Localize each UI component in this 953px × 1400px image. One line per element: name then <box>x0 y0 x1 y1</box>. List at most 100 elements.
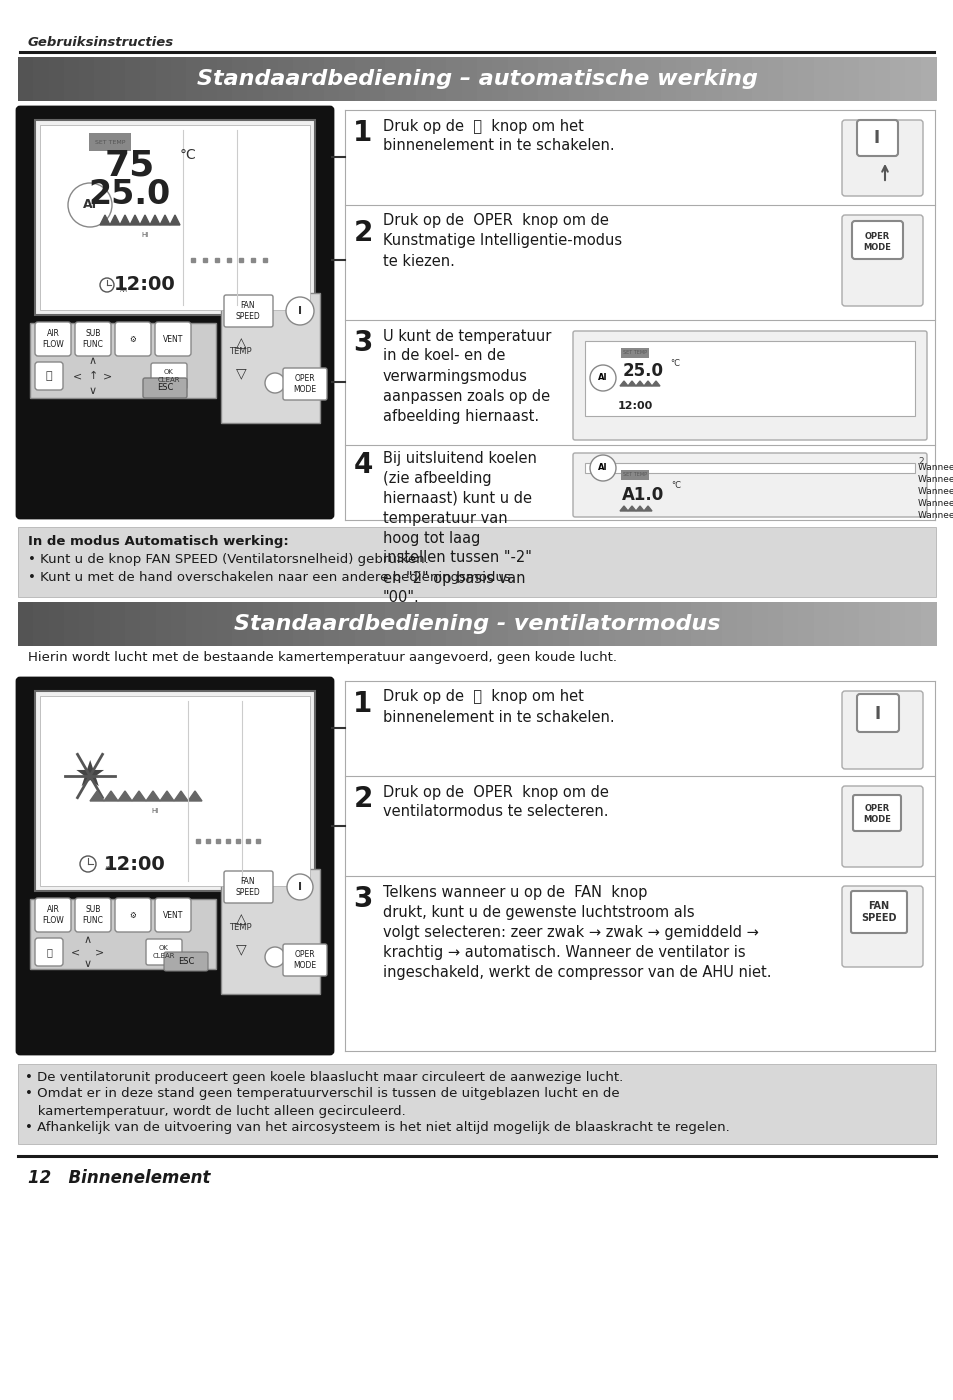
Text: TEMP: TEMP <box>229 923 252 931</box>
Bar <box>186 57 202 101</box>
Bar <box>752 602 768 645</box>
Text: °C: °C <box>670 480 680 490</box>
Bar <box>40 125 310 309</box>
Bar <box>598 57 615 101</box>
Text: "00".: "00". <box>382 591 419 605</box>
Bar <box>904 602 921 645</box>
Bar <box>64 602 80 645</box>
Bar <box>813 602 829 645</box>
Text: I: I <box>297 307 302 316</box>
Bar <box>476 57 493 101</box>
FancyBboxPatch shape <box>573 330 926 440</box>
Bar <box>18 526 935 596</box>
Text: Druk op de  ⓘ  knop om het: Druk op de ⓘ knop om het <box>382 119 583 133</box>
Bar <box>355 602 371 645</box>
Bar <box>416 57 432 101</box>
Text: in de koel- en de: in de koel- en de <box>382 349 505 364</box>
Bar <box>309 57 325 101</box>
Bar <box>843 602 860 645</box>
Bar <box>339 602 355 645</box>
Bar <box>584 342 914 416</box>
FancyBboxPatch shape <box>17 678 333 1054</box>
Text: OK
CLEAR: OK CLEAR <box>152 945 175 959</box>
Bar <box>35 120 314 315</box>
Bar <box>79 57 95 101</box>
FancyBboxPatch shape <box>35 322 71 356</box>
Text: 2: 2 <box>353 785 373 813</box>
Bar <box>35 692 314 890</box>
FancyBboxPatch shape <box>75 897 111 932</box>
FancyBboxPatch shape <box>283 368 327 400</box>
Text: 12:00: 12:00 <box>617 400 652 412</box>
Text: en "2" op basis van: en "2" op basis van <box>382 571 525 585</box>
Bar <box>507 602 523 645</box>
Bar <box>370 602 386 645</box>
Bar <box>201 602 217 645</box>
Bar <box>140 57 156 101</box>
Text: temperatuur van: temperatuur van <box>382 511 507 525</box>
Text: Druk op de  ⓘ  knop om het: Druk op de ⓘ knop om het <box>382 690 583 704</box>
Bar <box>721 602 738 645</box>
Text: <: < <box>71 946 81 958</box>
Text: • De ventilatorunit produceert geen koele blaaslucht maar circuleert de aanwezig: • De ventilatorunit produceert geen koel… <box>25 1071 622 1084</box>
Text: OPER
MODE: OPER MODE <box>862 804 890 823</box>
Circle shape <box>265 946 285 967</box>
Bar <box>324 602 340 645</box>
Text: binnenelement in te schakelen.: binnenelement in te schakelen. <box>382 710 614 725</box>
FancyBboxPatch shape <box>35 897 71 932</box>
Text: 1: 1 <box>353 690 373 718</box>
Bar <box>309 602 325 645</box>
Text: Druk op de  OPER  knop om de: Druk op de OPER knop om de <box>382 784 608 799</box>
Text: 1: 1 <box>353 119 373 147</box>
Text: 75: 75 <box>105 148 155 182</box>
FancyBboxPatch shape <box>852 795 900 832</box>
Text: te kiezen.: te kiezen. <box>382 253 455 269</box>
Polygon shape <box>627 505 636 511</box>
Text: 2: 2 <box>353 218 373 246</box>
Text: In de modus Automatisch werking:: In de modus Automatisch werking: <box>28 535 289 547</box>
Text: VENT: VENT <box>163 335 183 343</box>
Bar <box>859 57 875 101</box>
Text: OPER
MODE: OPER MODE <box>294 374 316 393</box>
Bar <box>737 602 753 645</box>
Text: ventilatormodus te selecteren.: ventilatormodus te selecteren. <box>382 805 608 819</box>
Bar <box>522 57 538 101</box>
Bar <box>843 57 860 101</box>
Text: ⚙: ⚙ <box>130 910 136 920</box>
Text: °C: °C <box>669 358 679 367</box>
Text: 12   Binnenelement: 12 Binnenelement <box>28 1169 211 1187</box>
Bar <box>675 57 692 101</box>
Bar <box>30 323 215 398</box>
FancyBboxPatch shape <box>164 952 208 972</box>
Text: 3: 3 <box>353 885 373 913</box>
Bar <box>904 57 921 101</box>
Bar <box>583 57 599 101</box>
Bar <box>262 602 279 645</box>
Bar <box>507 57 523 101</box>
Bar <box>49 57 65 101</box>
Text: I: I <box>873 129 879 147</box>
Polygon shape <box>170 216 180 225</box>
Bar <box>614 57 630 101</box>
Text: ingeschakeld, werkt de compressor van de AHU niet.: ingeschakeld, werkt de compressor van de… <box>382 965 771 980</box>
Text: U kunt de temperatuur: U kunt de temperatuur <box>382 329 551 343</box>
Text: ↑: ↑ <box>89 371 97 381</box>
Bar <box>492 602 508 645</box>
Text: ⏰: ⏰ <box>46 371 52 381</box>
FancyBboxPatch shape <box>115 322 151 356</box>
Bar <box>782 602 799 645</box>
Polygon shape <box>140 216 150 225</box>
Bar <box>355 57 371 101</box>
Text: △: △ <box>235 911 246 925</box>
FancyBboxPatch shape <box>841 120 923 196</box>
Polygon shape <box>173 791 188 801</box>
Text: hoog tot laag: hoog tot laag <box>382 531 480 546</box>
FancyBboxPatch shape <box>850 890 906 932</box>
Circle shape <box>286 297 314 325</box>
Bar <box>614 602 630 645</box>
Text: FAN
SPEED: FAN SPEED <box>235 878 260 897</box>
Text: hiernaast) kunt u de: hiernaast) kunt u de <box>382 490 532 505</box>
Bar <box>629 602 645 645</box>
Bar <box>30 899 215 969</box>
Bar <box>568 602 584 645</box>
